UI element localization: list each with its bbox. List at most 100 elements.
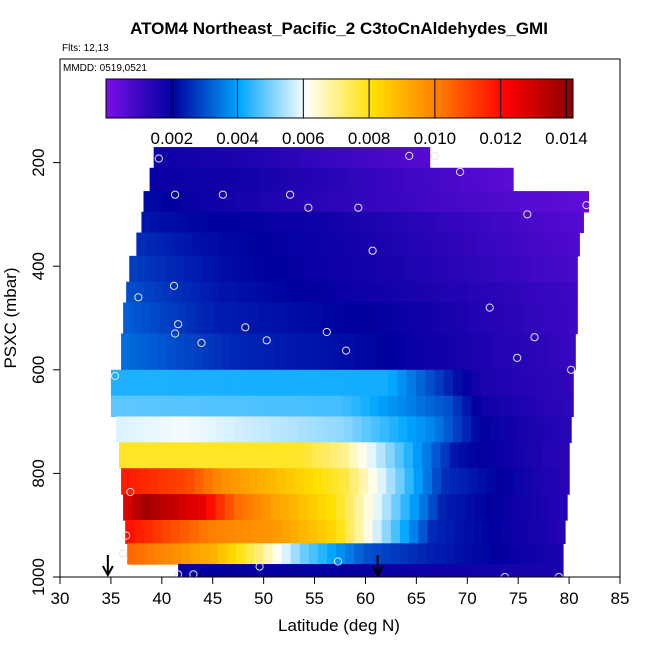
sample-point (333, 557, 343, 566)
heatmap-cell (452, 416, 463, 443)
heatmap-cell (127, 543, 137, 565)
heatmap-cell (559, 442, 570, 469)
heatmap-cell (159, 302, 170, 335)
heatmap-cell (153, 281, 164, 304)
heatmap-cell (517, 564, 527, 577)
heatmap-cell (169, 211, 179, 234)
heatmap-cell (177, 302, 188, 335)
heatmap-cell (167, 167, 178, 192)
heatmap-cell (259, 302, 270, 335)
heatmap-cell (424, 191, 435, 213)
sample-point (456, 167, 465, 176)
flights-label: Flts: 12,13 (62, 43, 109, 54)
heatmap-cell (331, 167, 342, 192)
heatmap-cell (195, 302, 206, 335)
sample-point (189, 570, 198, 577)
sample-point (262, 336, 271, 345)
heatmap-cell (537, 520, 548, 544)
heatmap-cell (388, 191, 399, 213)
heatmap-cell (141, 302, 151, 335)
heatmap-cell (185, 468, 195, 495)
heatmap-cell (337, 281, 348, 304)
heatmap-cell (404, 302, 415, 335)
heatmap-cell (225, 416, 235, 443)
heatmap-cell (443, 395, 454, 418)
heatmap-cell (504, 255, 514, 283)
heatmap-cell (176, 167, 187, 192)
heatmap-cell (508, 564, 518, 577)
heatmap-cell (325, 416, 336, 443)
heatmap-cell (298, 494, 309, 521)
heatmap-cell (550, 468, 561, 495)
sample-point (286, 190, 295, 199)
heatmap-cell (409, 494, 420, 521)
heatmap-cell (440, 232, 451, 257)
heatmap-cell (462, 564, 472, 577)
heatmap-cell (307, 211, 317, 234)
heatmap-cell (526, 564, 537, 577)
heatmap-cell (141, 494, 152, 521)
heatmap-cell (295, 395, 306, 418)
heatmap-cell (276, 468, 287, 495)
heatmap-cell (134, 520, 145, 544)
heatmap-cell (192, 442, 203, 469)
heatmap-cell (229, 442, 240, 469)
heatmap-cell (239, 333, 249, 371)
heatmap-cell (549, 302, 560, 335)
sample-point (174, 320, 183, 329)
heatmap-cell (165, 255, 176, 283)
heatmap-cell (217, 543, 228, 565)
heatmap-cell (551, 232, 562, 257)
heatmap-cell (331, 468, 342, 495)
heatmap-cell (468, 442, 478, 469)
heatmap-cell (354, 494, 365, 521)
heatmap-cell (397, 191, 408, 213)
heatmap-cell (369, 395, 380, 418)
heatmap-cell (243, 494, 254, 521)
heatmap-cell (150, 494, 161, 521)
heatmap-cell (277, 395, 288, 418)
heatmap-cell (332, 302, 342, 335)
heatmap-cell (425, 564, 436, 577)
heatmap-cell (178, 494, 189, 521)
heatmap-cell (251, 211, 262, 234)
heatmap-cell (372, 543, 383, 565)
heatmap-cell (203, 369, 214, 397)
heatmap-cell (195, 167, 205, 192)
heatmap-cell (139, 333, 149, 371)
heatmap-cell (284, 232, 294, 257)
heatmap-cell (568, 302, 578, 335)
heatmap-cell (280, 494, 291, 521)
heatmap-cell (230, 468, 241, 495)
heatmap-cell (484, 333, 495, 371)
heatmap-cell (286, 395, 297, 418)
heatmap-cell (570, 191, 580, 213)
heatmap-cell (154, 543, 165, 565)
heatmap-cell (302, 232, 313, 257)
heatmap-cell (178, 564, 188, 577)
heatmap-cell (566, 333, 576, 371)
heatmap-cell (438, 333, 449, 371)
x-tick-label: 60 (356, 589, 375, 608)
heatmap-cell (568, 281, 578, 304)
heatmap-cell (512, 281, 523, 304)
sample-point (485, 303, 494, 312)
heatmap-cell (173, 232, 184, 257)
heatmap-cell (166, 468, 177, 495)
heatmap-cell (361, 191, 372, 213)
heatmap-cell (241, 302, 251, 335)
heatmap-cell (273, 281, 284, 304)
heatmap-cell (249, 167, 260, 192)
heatmap-cell (390, 211, 400, 234)
sample-point (354, 203, 363, 212)
heatmap-cell (313, 167, 323, 192)
heatmap-cell (162, 147, 173, 169)
heatmap-cell (193, 255, 203, 283)
heatmap-cell (406, 369, 417, 397)
heatmap-cell (510, 520, 520, 544)
heatmap-cell (422, 302, 433, 335)
heatmap-cell (413, 468, 424, 495)
heatmap-cell (252, 191, 263, 213)
heatmap-cell (243, 191, 254, 213)
heatmap-cell (416, 416, 427, 443)
